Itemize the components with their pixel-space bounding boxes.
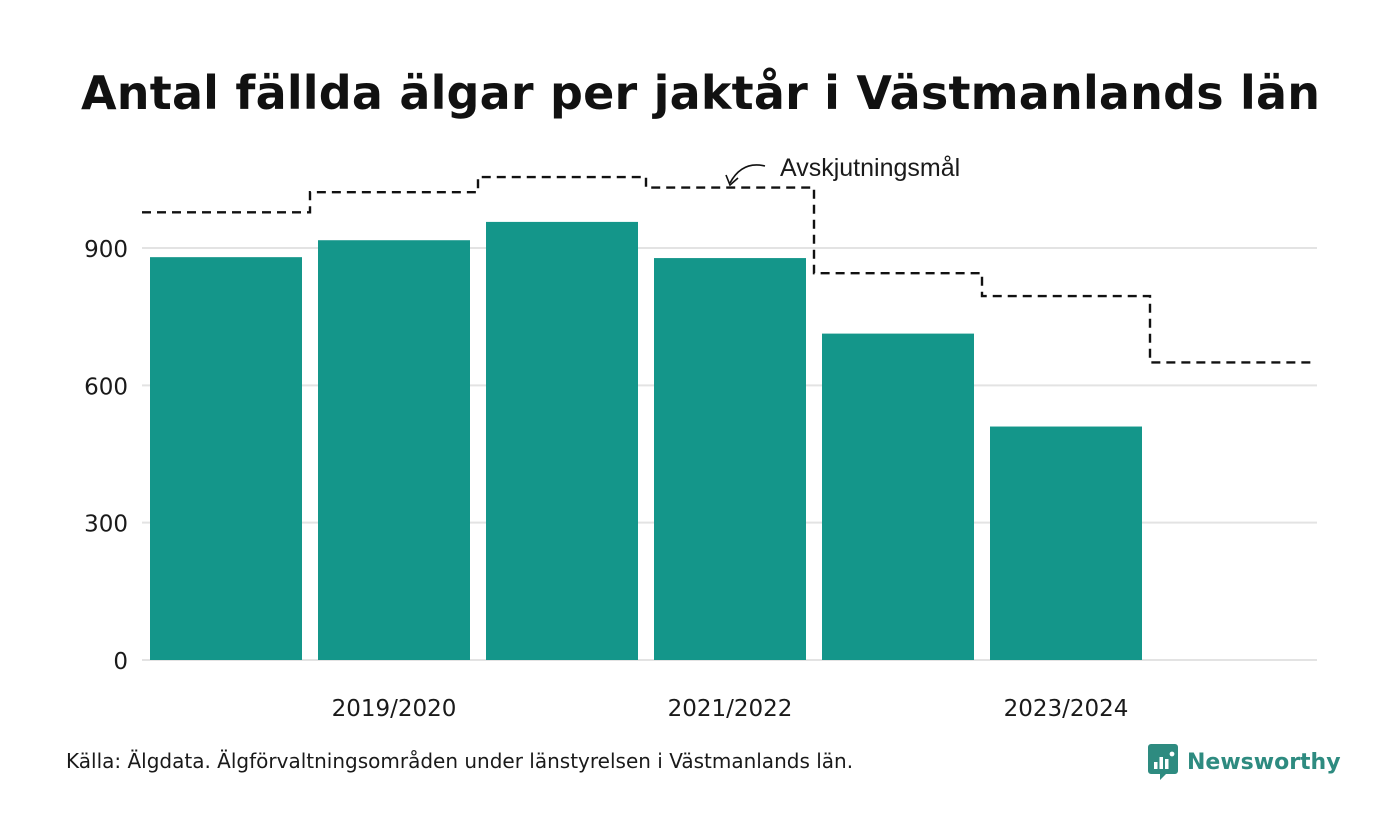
bar <box>990 426 1142 660</box>
curved-arrow-icon <box>729 164 766 184</box>
y-tick-label: 600 <box>84 374 128 400</box>
x-tick-label: 2023/2024 <box>1004 696 1129 722</box>
x-tick-label: 2021/2022 <box>668 696 793 722</box>
axis-ticks: 0 300 600 900 2019/2020 2021/2022 2023/2024 <box>84 237 1128 722</box>
brand-name: Newsworthy <box>1187 749 1341 775</box>
bar <box>654 258 806 660</box>
y-tick-label: 900 <box>84 237 128 263</box>
bar <box>150 257 302 660</box>
x-tick-label: 2019/2020 <box>332 696 457 722</box>
y-tick-label: 300 <box>84 512 128 538</box>
source-note: Källa: Älgdata. Älgförvaltningsområden u… <box>66 749 854 773</box>
newsworthy-logo-icon <box>1148 744 1178 780</box>
bars <box>150 221 1142 660</box>
arrow-head <box>725 174 739 187</box>
y-tick-label: 0 <box>113 649 128 675</box>
brand-logo: Newsworthy <box>1148 743 1341 781</box>
target-line <box>142 175 1312 364</box>
annotation-label: Avskjutningsmål <box>780 154 960 182</box>
chart-title: Antal fällda älgar per jaktår i Västmanl… <box>81 66 1321 120</box>
bar <box>822 333 974 660</box>
annotation: Avskjutningsmål <box>725 154 960 187</box>
target-line-group <box>142 175 1312 364</box>
bar <box>486 221 638 660</box>
bar <box>318 240 470 660</box>
